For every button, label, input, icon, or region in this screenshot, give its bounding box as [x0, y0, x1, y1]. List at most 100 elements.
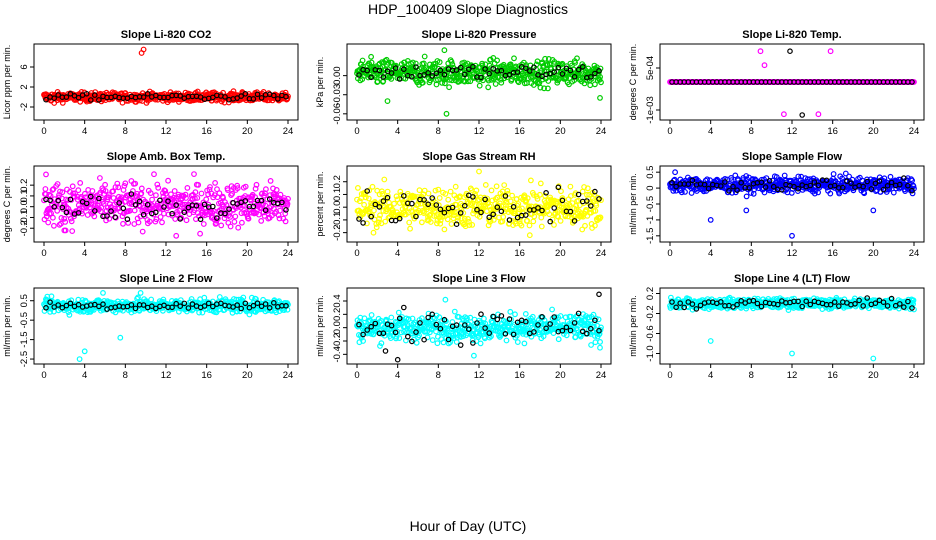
- y-axis-label: ml/min per min.: [2, 295, 12, 357]
- reference-point: [270, 92, 277, 99]
- x-tick-label: 8: [436, 370, 441, 381]
- data-point: [125, 219, 132, 226]
- data-point: [171, 188, 178, 194]
- data-point: [436, 195, 443, 201]
- reference-point: [453, 67, 460, 73]
- reference-point: [124, 216, 131, 223]
- outlier-point: [761, 62, 768, 69]
- reference-point: [490, 66, 497, 72]
- reference-point: [409, 73, 415, 80]
- outlier-point: [672, 169, 678, 176]
- outlier-point: [815, 111, 822, 118]
- data-point: [172, 216, 179, 222]
- x-tick-label: 24: [283, 370, 294, 381]
- data-point: [100, 201, 107, 207]
- panel-5: Slope Gas Stream RH0 4 8 12 16 20 24-0.2-0.10.…: [315, 151, 612, 259]
- outlier-point: [43, 171, 49, 178]
- y-tick-label: 0.1: [332, 188, 343, 201]
- data-point: [200, 221, 207, 227]
- x-tick-label: 12: [474, 370, 485, 381]
- reference-point: [108, 208, 114, 214]
- x-tick-label: 8: [749, 248, 754, 259]
- panel-title: Slope Line 2 Flow: [120, 273, 213, 285]
- reference-point: [498, 67, 505, 74]
- data-point: [277, 207, 283, 214]
- x-tick-label: 12: [161, 248, 172, 259]
- reference-point: [461, 71, 468, 78]
- y-tick-label: 0.2: [332, 308, 343, 321]
- data-point: [528, 177, 534, 184]
- reference-point: [571, 74, 578, 80]
- data-point: [231, 218, 238, 225]
- data-point: [446, 84, 453, 91]
- data-point: [197, 230, 204, 237]
- data-point: [509, 192, 515, 199]
- reference-point: [425, 70, 432, 76]
- reference-point: [169, 210, 175, 217]
- reference-point: [140, 94, 147, 100]
- data-point: [597, 339, 603, 345]
- data-point: [234, 185, 241, 192]
- reference-point: [88, 193, 94, 200]
- data-point: [498, 76, 504, 83]
- reference-point: [185, 204, 192, 211]
- data-point: [184, 184, 191, 191]
- data-point: [264, 196, 271, 203]
- data-point: [138, 185, 145, 192]
- reference-point: [144, 91, 151, 97]
- y-axis-label: percent per min.: [315, 171, 325, 236]
- data-point: [81, 190, 88, 197]
- x-tick-label: 20: [555, 370, 566, 381]
- data-point: [425, 190, 432, 197]
- data-point: [54, 207, 61, 214]
- x-tick-label: 0: [667, 248, 672, 259]
- reference-point: [63, 209, 70, 216]
- data-point: [688, 190, 695, 196]
- y-tick-label: 0.5: [645, 166, 656, 179]
- data-point: [446, 76, 453, 83]
- reference-point: [96, 195, 102, 202]
- x-tick-label: 16: [514, 248, 525, 259]
- data-point: [597, 73, 603, 80]
- panel-3: Slope Li-820 Temp.0 4 8 12 16 20 24-1e-035e-04…: [628, 29, 925, 137]
- data-point: [441, 226, 448, 233]
- reference-point: [254, 91, 261, 98]
- data-point: [521, 74, 528, 81]
- reference-point: [96, 97, 102, 103]
- reference-point: [238, 93, 245, 99]
- reference-point: [250, 96, 257, 102]
- reference-point: [579, 64, 586, 70]
- y-tick-label: 0.2: [19, 179, 30, 192]
- reference-point: [258, 197, 265, 204]
- reference-point: [396, 76, 403, 82]
- data-point: [151, 171, 157, 178]
- data-point: [404, 58, 411, 64]
- x-tick-label: 24: [909, 126, 920, 137]
- data-point: [492, 81, 499, 87]
- reference-point: [128, 191, 135, 197]
- outlier-point: [61, 227, 68, 234]
- data-point: [356, 198, 363, 205]
- data-point: [494, 57, 501, 64]
- reference-point: [112, 214, 119, 221]
- reference-point: [279, 199, 285, 206]
- data-point: [359, 57, 366, 64]
- outlier-point: [138, 50, 145, 56]
- x-tick-label: 0: [667, 126, 672, 137]
- data-point: [410, 59, 416, 66]
- reference-point: [457, 64, 464, 71]
- data-point: [406, 219, 413, 226]
- reference-point: [478, 74, 484, 81]
- data-point: [830, 171, 837, 177]
- x-tick-label: 24: [909, 248, 920, 259]
- data-point: [682, 188, 688, 195]
- y-tick-label: 0.4: [332, 294, 343, 307]
- data-point: [542, 55, 548, 62]
- data-point: [579, 188, 586, 195]
- y-tick-label: 0.0: [19, 200, 30, 213]
- data-point: [135, 219, 142, 226]
- x-tick-label: 4: [82, 370, 87, 381]
- outlier-point: [597, 94, 603, 101]
- data-point: [554, 79, 561, 86]
